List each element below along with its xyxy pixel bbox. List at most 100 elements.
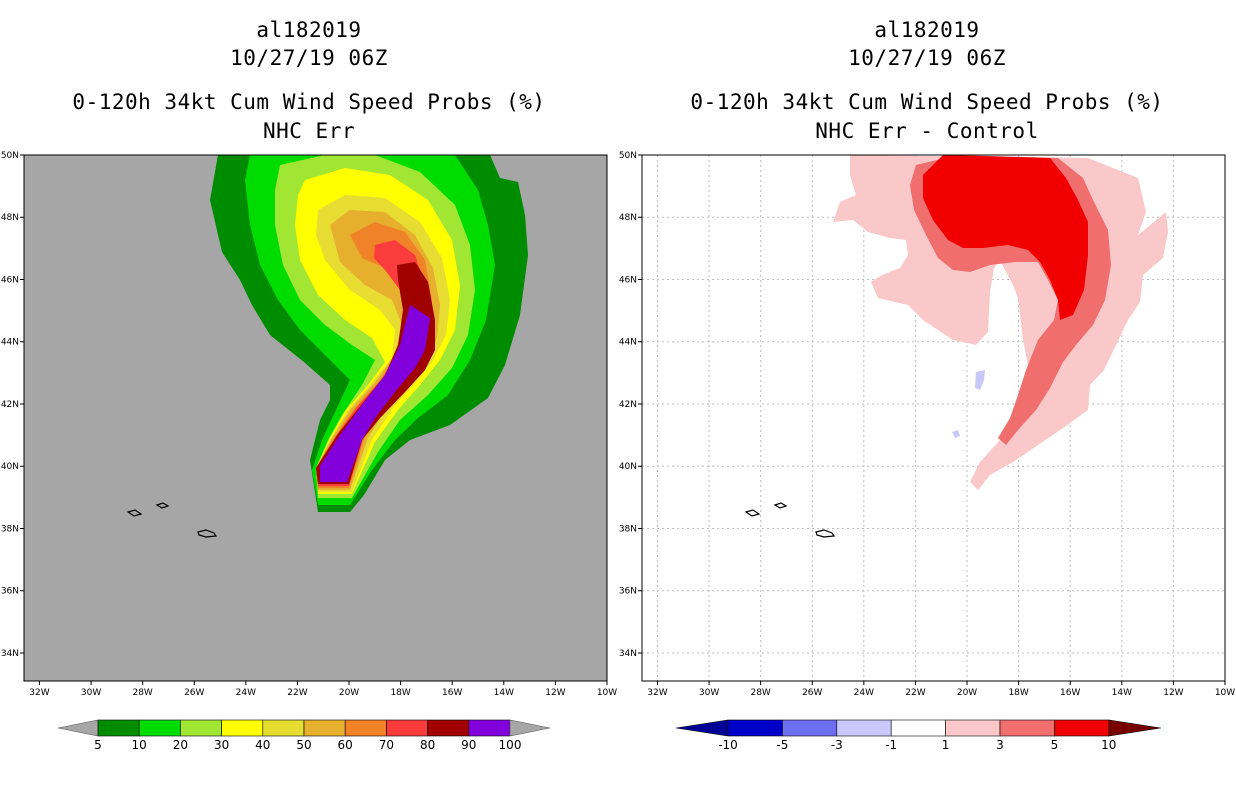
colorbar-box bbox=[303, 719, 346, 737]
colorbar-arrow-low bbox=[57, 719, 99, 737]
lon-label: 26W bbox=[802, 688, 822, 698]
lat-label: 40N bbox=[1, 462, 19, 472]
lat-label: 44N bbox=[619, 338, 637, 348]
lat-label: 48N bbox=[1, 213, 19, 223]
colorbar-box bbox=[180, 719, 222, 737]
storm-id-title: al182019 bbox=[874, 18, 980, 42]
colorbar-label: 40 bbox=[255, 738, 270, 752]
island-flores-corvo bbox=[744, 509, 761, 517]
right-panel: al182019 10/27/19 06Z 0-120h 34kt Cum Wi… bbox=[618, 0, 1236, 800]
lon-label: 32W bbox=[647, 688, 667, 698]
colorbar-label: 80 bbox=[420, 738, 435, 752]
lat-label: 44N bbox=[1, 338, 19, 348]
lon-label: 24W bbox=[854, 688, 874, 698]
map-frame bbox=[641, 154, 1226, 682]
difference-contours bbox=[833, 155, 1168, 490]
colorbar-boxes: 5 10 20 30 40 50 60 70 80 90 100 bbox=[57, 719, 551, 752]
lon-label: 14W bbox=[494, 688, 514, 698]
experiment-title: NHC Err bbox=[262, 119, 355, 143]
experiment-title: NHC Err - Control bbox=[815, 119, 1039, 143]
colorbar-arrow-low bbox=[675, 719, 729, 737]
island-flores-corvo bbox=[126, 509, 143, 517]
colorbar-box bbox=[836, 719, 892, 737]
difference-map: 34N 36N 38N 40N 42N 44N 46N 48N 50N 32W 30W 28W 26W 2… bbox=[619, 151, 1235, 698]
lon-label: 20W bbox=[339, 688, 359, 698]
difference-colorbar: -10 -5 -3 -1 1 3 5 10 bbox=[675, 719, 1161, 752]
colorbar-label: -1 bbox=[885, 738, 897, 752]
colorbar-label: 1 bbox=[942, 738, 950, 752]
colorbar-box bbox=[1054, 719, 1110, 737]
lon-label: 24W bbox=[236, 688, 256, 698]
colorbar-box bbox=[782, 719, 838, 737]
lon-label: 18W bbox=[390, 688, 410, 698]
map-frame bbox=[23, 154, 608, 682]
lon-label: 22W bbox=[905, 688, 925, 698]
lat-label: 36N bbox=[619, 587, 637, 597]
left-panel: al182019 10/27/19 06Z 0-120h 34kt Cum Wi… bbox=[1, 18, 617, 752]
datetime-title: 10/27/19 06Z bbox=[848, 46, 1006, 70]
lon-label: 26W bbox=[184, 688, 204, 698]
colorbar-label: 30 bbox=[214, 738, 229, 752]
lon-label: 28W bbox=[750, 688, 770, 698]
product-title: 0-120h 34kt Cum Wind Speed Probs (%) bbox=[72, 90, 546, 114]
colorbar-label: -10 bbox=[718, 738, 738, 752]
lon-label: 10W bbox=[1215, 688, 1235, 698]
lat-label: 40N bbox=[619, 462, 637, 472]
island-faial-pico bbox=[773, 502, 788, 509]
lon-label: 32W bbox=[29, 688, 49, 698]
colorbar-label: 90 bbox=[461, 738, 476, 752]
lon-label: 20W bbox=[957, 688, 977, 698]
lon-label: 12W bbox=[1163, 688, 1183, 698]
colorbar-arrow-high bbox=[509, 719, 551, 737]
island-outlines bbox=[744, 502, 836, 538]
colorbar-label: 100 bbox=[499, 738, 522, 752]
map-axes: 34N 36N 38N 40N 42N 44N 46N 48N 50N 32W 30W 28W 26W 2… bbox=[619, 151, 1235, 698]
colorbar-box bbox=[344, 719, 387, 737]
colorbar-box bbox=[468, 719, 511, 737]
colorbar-label: 3 bbox=[996, 738, 1004, 752]
lon-label: 12W bbox=[545, 688, 565, 698]
probability-colorbar: 5 10 20 30 40 50 60 70 80 90 100 bbox=[57, 719, 551, 752]
colorbar-box bbox=[262, 719, 305, 737]
lon-label: 10W bbox=[597, 688, 617, 698]
colorbar-label: -5 bbox=[776, 738, 788, 752]
lon-label: 30W bbox=[699, 688, 719, 698]
storm-id-title: al182019 bbox=[256, 18, 362, 42]
island-sao-miguel bbox=[815, 529, 836, 538]
colorbar-label: 5 bbox=[94, 738, 102, 752]
colorbar-box bbox=[945, 719, 1001, 737]
lat-label: 46N bbox=[619, 275, 637, 285]
lat-label: 50N bbox=[619, 151, 637, 161]
diff-contour-5-10 bbox=[923, 155, 1088, 320]
colorbar-box bbox=[138, 719, 181, 737]
probability-contours bbox=[210, 155, 528, 512]
lat-label: 42N bbox=[619, 400, 637, 410]
colorbar-box bbox=[97, 719, 140, 737]
lon-label: 16W bbox=[1060, 688, 1080, 698]
lon-label: 30W bbox=[81, 688, 101, 698]
lat-label: 38N bbox=[619, 524, 637, 534]
lon-label: 22W bbox=[287, 688, 307, 698]
colorbar-label: -3 bbox=[831, 738, 843, 752]
lat-label: 34N bbox=[619, 649, 637, 659]
colorbar-label: 10 bbox=[1101, 738, 1116, 752]
datetime-title: 10/27/19 06Z bbox=[230, 46, 388, 70]
diff-contour-neg-1-3 bbox=[952, 370, 985, 438]
colorbar-box bbox=[890, 719, 946, 737]
island-faial-pico bbox=[155, 502, 170, 509]
colorbar-boxes: -10 -5 -3 -1 1 3 5 10 bbox=[675, 719, 1161, 752]
map-axes: 34N 36N 38N 40N 42N 44N 46N 48N 50N 32W 30W 28W 26W 2… bbox=[1, 151, 617, 698]
colorbar-box bbox=[999, 719, 1055, 737]
lat-label: 46N bbox=[1, 275, 19, 285]
probability-map: 34N 36N 38N 40N 42N 44N 46N 48N 50N 32W 30W 28W 26W 2… bbox=[1, 151, 617, 698]
colorbar-label: 5 bbox=[1051, 738, 1059, 752]
lat-label: 48N bbox=[619, 213, 637, 223]
lat-label: 38N bbox=[1, 524, 19, 534]
colorbar-box bbox=[221, 719, 264, 737]
lat-label: 42N bbox=[1, 400, 19, 410]
colorbar-label: 50 bbox=[296, 738, 311, 752]
contour-90 bbox=[320, 305, 430, 482]
lat-label: 34N bbox=[1, 649, 19, 659]
colorbar-label: 10 bbox=[132, 738, 147, 752]
colorbar-box bbox=[727, 719, 783, 737]
